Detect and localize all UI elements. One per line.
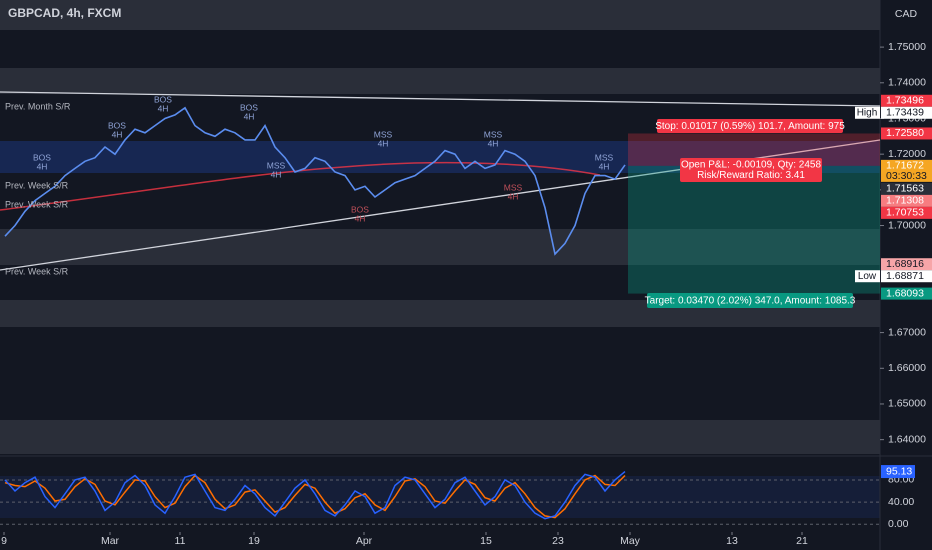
price-tag-label: 1.73439 bbox=[886, 107, 924, 119]
countdown: 03:30:33 bbox=[886, 170, 927, 182]
structure-tf: 4H bbox=[244, 111, 255, 121]
structure-label: BOS bbox=[351, 204, 369, 214]
price-tag bbox=[881, 106, 932, 119]
stop-box bbox=[657, 119, 843, 133]
sr-label: Prev. Month S/R bbox=[5, 101, 71, 111]
price-tag-label: 1.72580 bbox=[886, 127, 924, 139]
price-tag-label: 1.68916 bbox=[886, 258, 924, 270]
structure-tf: 4H bbox=[112, 129, 123, 139]
structure-label: MSS bbox=[595, 152, 614, 162]
y-tick-label: 1.74000 bbox=[888, 77, 926, 89]
structure-tf: 4H bbox=[488, 138, 499, 148]
zone bbox=[0, 68, 880, 94]
structure-label: BOS bbox=[108, 120, 126, 130]
structure-tf: 4H bbox=[37, 161, 48, 171]
sr-label: Prev. Week S/R bbox=[5, 180, 69, 190]
x-tick-label: 15 bbox=[480, 535, 492, 547]
y-tick-label: 1.72000 bbox=[888, 148, 926, 160]
y-tick-label: 1.65000 bbox=[888, 398, 926, 410]
y-tick-label: 1.64000 bbox=[888, 433, 926, 445]
y-tick-label: 1.75000 bbox=[888, 41, 926, 53]
structure-label: MSS bbox=[267, 160, 286, 170]
osc-tag bbox=[881, 465, 915, 479]
osc-line bbox=[4, 471, 626, 520]
structure-tf: 4H bbox=[508, 191, 519, 201]
osc-tick-label: 40.00 bbox=[888, 496, 914, 508]
currency: CAD bbox=[895, 8, 918, 20]
price-tag-label: 1.71672 bbox=[886, 160, 924, 172]
structure-label: BOS bbox=[154, 94, 172, 104]
x-tick-label: 13 bbox=[726, 535, 738, 547]
price-tag bbox=[881, 94, 932, 107]
target-label: Target: 0.03470 (2.02%) 347.0, Amount: 1… bbox=[645, 296, 856, 307]
target-zone bbox=[628, 165, 880, 294]
price-tag-label: 1.71308 bbox=[886, 195, 924, 207]
y-tick-label: 1.66000 bbox=[888, 362, 926, 374]
zone bbox=[0, 0, 880, 30]
price-tag bbox=[881, 258, 932, 271]
price-tag bbox=[881, 287, 932, 300]
pnl-label: Open P&L: -0.00109, Qty: 2458 bbox=[681, 160, 822, 171]
structure-tf: 4H bbox=[158, 103, 169, 113]
hl-label: High bbox=[857, 107, 878, 118]
y-tick-label: 1.67000 bbox=[888, 326, 926, 338]
structure-label: MSS bbox=[504, 182, 523, 192]
price-tag bbox=[881, 270, 932, 283]
price-line bbox=[4, 106, 626, 256]
price-tag bbox=[881, 127, 932, 140]
osc-band bbox=[0, 476, 880, 518]
price-tag bbox=[881, 194, 932, 207]
price-tag bbox=[881, 182, 932, 195]
structure-tf: 4H bbox=[355, 213, 366, 223]
hl-box bbox=[855, 106, 880, 119]
osc-line bbox=[4, 474, 626, 519]
rr-label: Risk/Reward Ratio: 3.41 bbox=[697, 170, 805, 181]
sr-label: Prev. Week S/R bbox=[5, 199, 69, 209]
target-box bbox=[647, 293, 853, 308]
price-tag-label: 1.70753 bbox=[886, 207, 924, 219]
x-tick-label: 11 bbox=[175, 535, 186, 547]
price-tag bbox=[881, 206, 932, 219]
x-tick-label: Mar bbox=[101, 535, 120, 547]
structure-label: MSS bbox=[374, 129, 393, 139]
zone bbox=[0, 420, 880, 454]
hl-box bbox=[855, 270, 880, 283]
structure-tf: 4H bbox=[378, 138, 389, 148]
hl-label: Low bbox=[858, 271, 877, 282]
price-tag-label: 1.68093 bbox=[886, 287, 924, 299]
price-tag bbox=[881, 159, 932, 172]
osc-tag-label: 95.13 bbox=[886, 465, 912, 477]
x-tick-label: 9 bbox=[1, 535, 7, 547]
x-tick-label: Apr bbox=[356, 535, 373, 547]
structure-tf: 4H bbox=[271, 169, 282, 179]
countdown-box bbox=[881, 170, 932, 182]
price-tag-label: 1.73496 bbox=[886, 95, 924, 107]
structure-label: MSS bbox=[484, 129, 503, 139]
structure-tf: 4H bbox=[599, 161, 610, 171]
price-tag-label: 1.68871 bbox=[886, 270, 924, 282]
osc-tick-label: 0.00 bbox=[888, 518, 909, 530]
structure-label: BOS bbox=[33, 152, 51, 162]
sr-label: Prev. Week S/R bbox=[5, 266, 69, 276]
x-tick-label: 23 bbox=[552, 535, 564, 547]
structure-label: BOS bbox=[240, 102, 258, 112]
zone bbox=[0, 229, 880, 265]
price-tag-label: 1.71563 bbox=[886, 183, 924, 195]
moving-average bbox=[0, 161, 601, 211]
y-tick-label: 1.70000 bbox=[888, 219, 926, 231]
stop-label: Stop: 0.01017 (0.59%) 101.7, Amount: 975 bbox=[655, 121, 845, 132]
x-tick-label: 21 bbox=[796, 535, 808, 547]
x-tick-label: 19 bbox=[248, 535, 260, 547]
trendline bbox=[0, 91, 881, 107]
chart-title: GBPCAD, 4h, FXCM bbox=[8, 6, 121, 20]
x-tick-label: May bbox=[620, 535, 641, 547]
pnl-box bbox=[680, 158, 822, 182]
